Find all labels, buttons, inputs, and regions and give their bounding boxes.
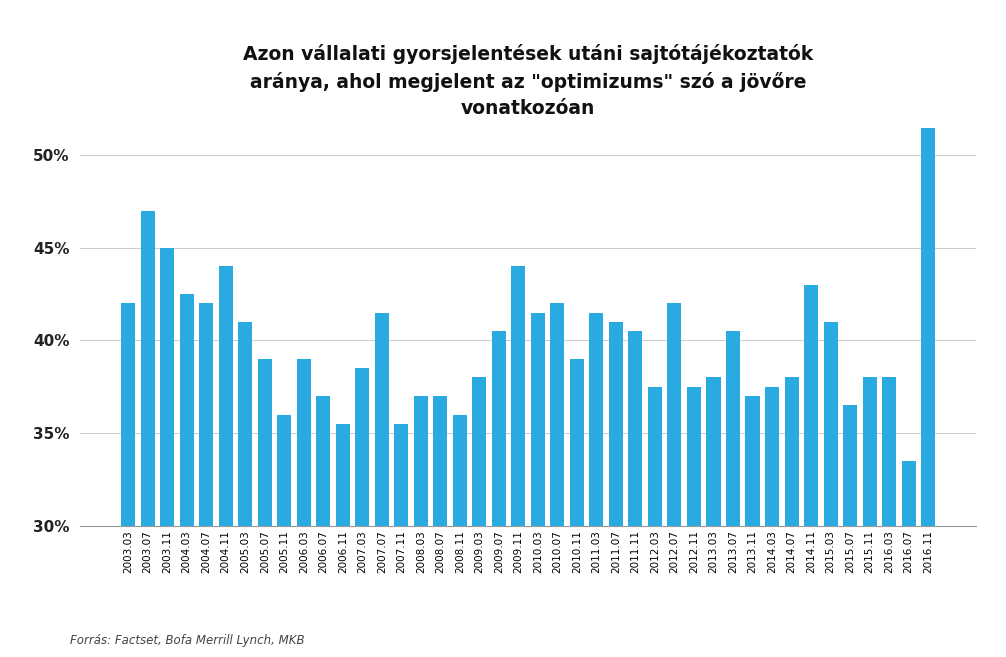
Bar [336, 424, 350, 526]
Bar [745, 396, 760, 526]
Bar [199, 304, 213, 526]
Bar [511, 266, 525, 526]
Bar [218, 266, 232, 526]
Bar [921, 127, 936, 526]
Bar [570, 359, 583, 526]
Bar [862, 378, 876, 526]
Bar [473, 378, 486, 526]
Bar [141, 211, 155, 526]
Text: Forrás: Factset, Bofa Merrill Lynch, MKB: Forrás: Factset, Bofa Merrill Lynch, MKB [70, 634, 305, 647]
Bar [453, 415, 467, 526]
Bar [706, 378, 720, 526]
Bar [316, 396, 330, 526]
Bar [687, 387, 701, 526]
Bar [843, 405, 857, 526]
Bar [492, 331, 506, 526]
Bar [394, 424, 408, 526]
Bar [121, 304, 135, 526]
Bar [258, 359, 272, 526]
Bar [726, 331, 740, 526]
Bar [765, 387, 779, 526]
Bar [648, 387, 662, 526]
Bar [531, 313, 545, 526]
Bar [297, 359, 311, 526]
Bar [804, 285, 818, 526]
Bar [629, 331, 643, 526]
Bar [550, 304, 564, 526]
Bar [609, 322, 623, 526]
Bar [278, 415, 292, 526]
Bar [434, 396, 448, 526]
Bar [375, 313, 389, 526]
Bar [413, 396, 428, 526]
Title: Azon vállalati gyorsjelentések utáni sajtótájékoztatók
aránya, ahol megjelent az: Azon vállalati gyorsjelentések utáni saj… [243, 44, 813, 118]
Bar [824, 322, 838, 526]
Bar [901, 461, 915, 526]
Bar [590, 313, 604, 526]
Bar [180, 294, 194, 526]
Bar [355, 368, 369, 526]
Bar [238, 322, 253, 526]
Bar [785, 378, 799, 526]
Bar [882, 378, 896, 526]
Bar [160, 248, 174, 526]
Bar [667, 304, 681, 526]
